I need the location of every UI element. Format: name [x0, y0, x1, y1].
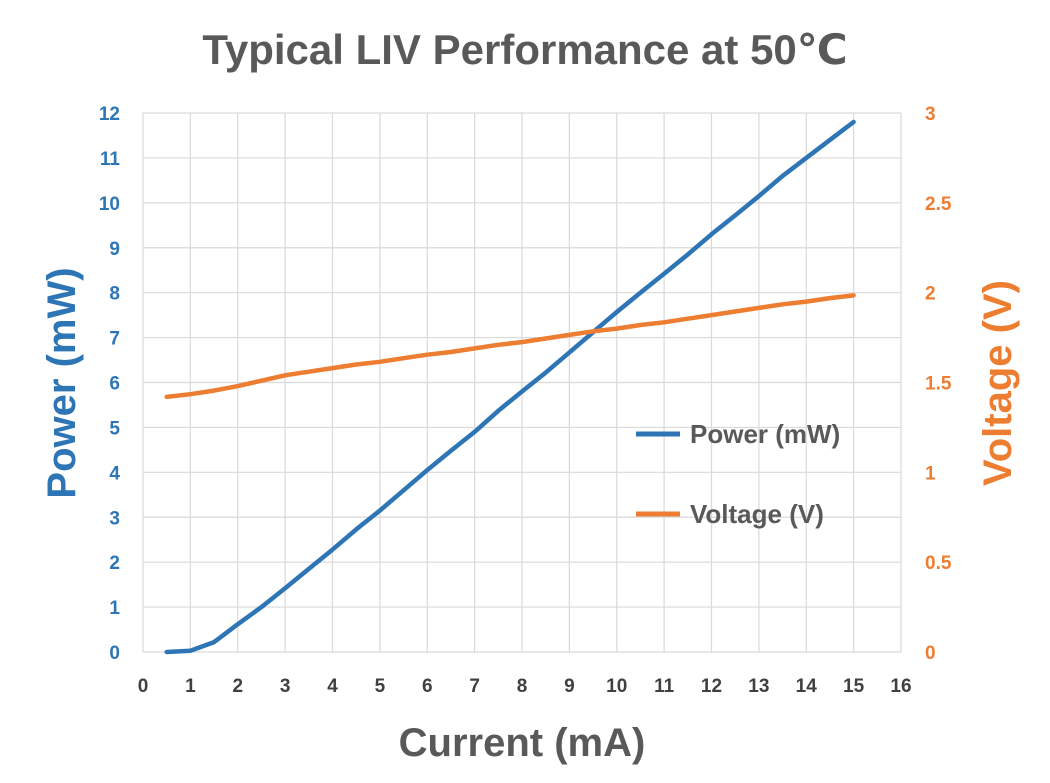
y-left-tick-label-5: 5 [109, 418, 120, 439]
x-tick-label-4: 4 [327, 676, 338, 697]
y-left-tick-label-6: 6 [109, 374, 120, 395]
y-right-tick-label-2: 1 [925, 463, 936, 484]
x-tick-label-13: 13 [748, 676, 769, 697]
x-tick-label-16: 16 [890, 676, 911, 697]
x-tick-label-12: 12 [701, 676, 722, 697]
x-tick-label-6: 6 [422, 676, 433, 697]
x-tick-label-0: 0 [138, 676, 149, 697]
legend-label-voltage: Voltage (V) [690, 499, 824, 529]
series-line-power [164, 119, 856, 655]
legend: Power (mW) Voltage (V) [636, 419, 840, 529]
series-layer [164, 119, 856, 655]
y-left-tick-label-9: 9 [109, 239, 120, 260]
x-tick-label-1: 1 [185, 676, 196, 697]
x-tick-label-7: 7 [469, 676, 480, 697]
y-axis-right-label: Voltage (V) [976, 280, 1020, 486]
y-right-tick-label-3: 1.5 [925, 374, 952, 395]
y-axis-left-label: Power (mW) [40, 267, 84, 498]
x-tick-label-14: 14 [796, 676, 818, 697]
tick-layer: 0 1 2 3 4 5 6 7 8 9 10 11 12 13 14 15 160123456789101112… [99, 104, 952, 697]
x-tick-label-5: 5 [375, 676, 386, 697]
y-left-tick-label-0: 0 [109, 643, 120, 664]
series-line-voltage [164, 293, 856, 400]
x-tick-label-11: 11 [654, 676, 675, 697]
y-left-tick-label-10: 10 [99, 194, 120, 215]
y-right-tick-label-4: 2 [925, 284, 936, 305]
x-tick-label-8: 8 [517, 676, 528, 697]
y-left-tick-label-3: 3 [109, 508, 120, 529]
chart-title: Typical LIV Performance at 50℃ [202, 26, 847, 73]
x-tick-label-15: 15 [843, 676, 865, 697]
y-left-tick-label-11: 11 [100, 149, 121, 170]
y-left-tick-label-8: 8 [109, 284, 120, 305]
x-tick-label-10: 10 [606, 676, 627, 697]
x-axis-label: Current (mA) [399, 721, 646, 765]
y-left-tick-label-4: 4 [109, 463, 120, 484]
grid-layer [142, 112, 902, 653]
x-tick-label-2: 2 [232, 676, 243, 697]
y-right-tick-label-5: 2.5 [925, 194, 952, 215]
x-tick-label-3: 3 [280, 676, 291, 697]
y-right-tick-label-6: 3 [925, 104, 936, 125]
y-left-tick-label-1: 1 [109, 598, 120, 619]
y-right-tick-label-1: 0.5 [925, 553, 952, 574]
y-left-tick-label-2: 2 [109, 553, 120, 574]
x-tick-label-9: 9 [564, 676, 575, 697]
y-left-tick-label-12: 12 [99, 104, 120, 125]
legend-label-power: Power (mW) [690, 419, 840, 449]
y-right-tick-label-0: 0 [925, 643, 936, 664]
y-left-tick-label-7: 7 [109, 329, 120, 350]
